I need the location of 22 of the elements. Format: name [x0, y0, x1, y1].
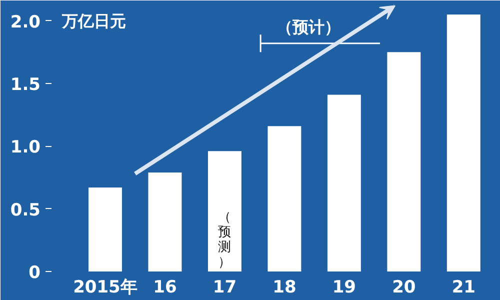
- bar: [208, 151, 242, 272]
- bar: [446, 14, 480, 272]
- bar: [268, 126, 302, 272]
- annotation: （预计）: [276, 18, 340, 37]
- y-tick-label: 0: [28, 263, 41, 283]
- x-tick-label: 18: [272, 278, 296, 298]
- x-tick-label: 17: [212, 278, 237, 298]
- y-tick-label: 1.0: [10, 138, 41, 158]
- x-tick-label: 16: [153, 278, 177, 298]
- x-tick-label: 20: [392, 278, 416, 298]
- y-tick-label: 1.5: [10, 74, 41, 95]
- y-axis-title: 万亿日元: [61, 11, 126, 30]
- y-tick-label: 2.0: [10, 12, 41, 32]
- y-tick-label: 0.5: [10, 200, 41, 220]
- x-tick-label: 2015年: [73, 278, 138, 298]
- bar: [88, 188, 122, 272]
- bar: [327, 94, 361, 272]
- bar: [148, 172, 182, 272]
- x-tick-label: 21: [452, 278, 476, 298]
- bar: [387, 52, 421, 272]
- x-tick-label: 19: [332, 278, 356, 298]
- annotation: （预测）: [218, 210, 232, 270]
